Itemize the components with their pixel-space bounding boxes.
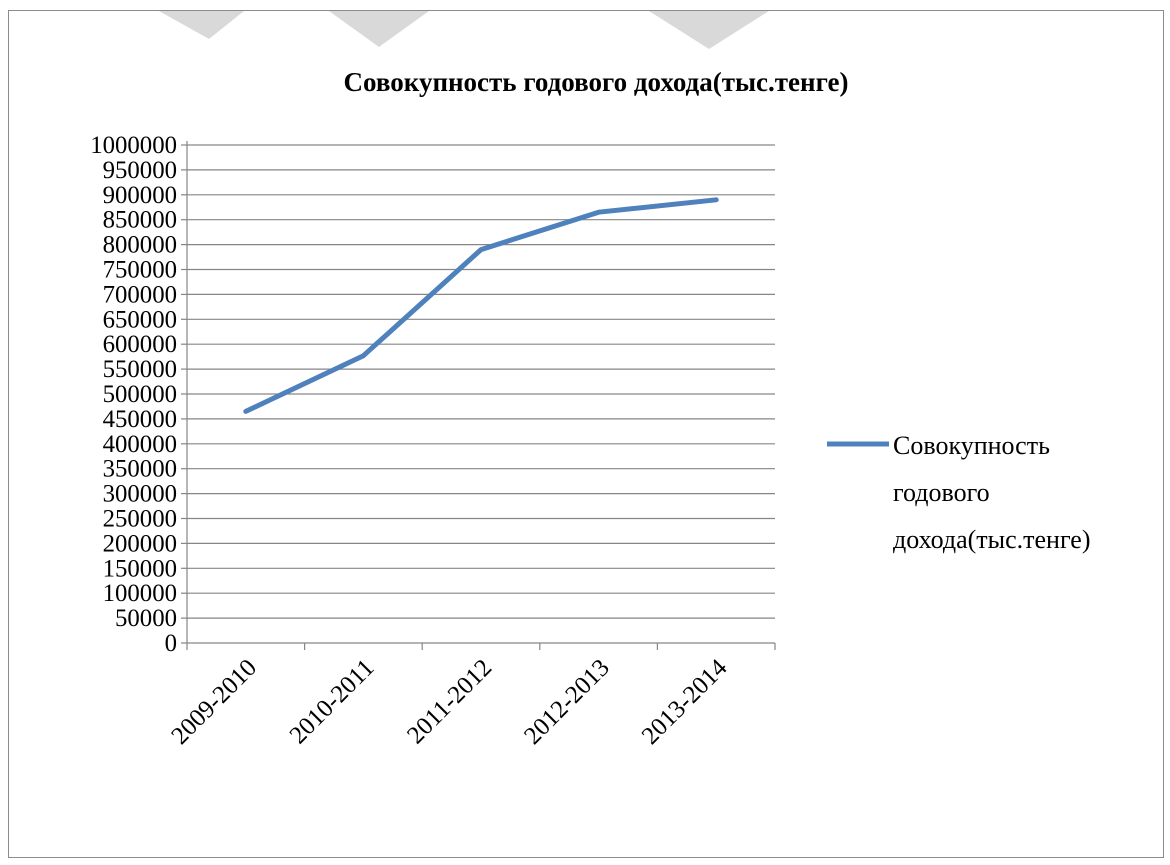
- y-tick-label: 1000000: [90, 132, 177, 159]
- x-axis-ticks: 2009-2010 2010-2011 2011-2012 2012-2013 2013…: [166, 654, 732, 750]
- y-tick-label: 600000: [103, 331, 177, 358]
- y-tick-label: 700000: [103, 281, 177, 308]
- y-tick-label: 750000: [103, 257, 177, 284]
- legend-label: дохода(тыс.тенге): [893, 525, 1090, 554]
- legend: Совокупность годового дохода(тыс.тенге): [827, 431, 1090, 554]
- y-tick-label: 850000: [103, 207, 177, 234]
- y-tick-label: 650000: [103, 306, 177, 333]
- y-tick-label: 150000: [103, 555, 177, 582]
- background-shape: [329, 11, 429, 47]
- x-tick-label: 2012-2013: [519, 654, 615, 750]
- y-tick-label: 50000: [115, 605, 177, 632]
- y-tick-label: 250000: [103, 506, 177, 533]
- y-tick-label: 500000: [103, 381, 177, 408]
- grid: [187, 144, 775, 619]
- y-axis-ticks: 0500001000001500002000002500003000003500…: [90, 132, 177, 657]
- y-tick-label: 200000: [103, 530, 177, 557]
- x-tick-label: 2013-2014: [637, 654, 733, 750]
- x-tick-label: 2009-2010: [166, 654, 262, 750]
- axes: [181, 141, 776, 650]
- series-line: [243, 197, 719, 414]
- x-tick-label: 2010-2011: [285, 654, 380, 749]
- background-shape: [649, 11, 769, 49]
- y-tick-label: 100000: [103, 580, 177, 607]
- y-tick-label: 900000: [103, 182, 177, 209]
- chart-title: Совокупность годового дохода(тыс.тенге): [344, 67, 849, 97]
- chart-frame: Совокупность годового дохода(тыс.тенге) …: [8, 10, 1164, 858]
- background-shapes: [159, 11, 769, 49]
- y-tick-label: 0: [165, 630, 177, 657]
- series: [243, 197, 719, 414]
- y-tick-label: 300000: [103, 481, 177, 508]
- x-tick-label: 2011-2012: [402, 654, 497, 749]
- legend-label: годового: [893, 478, 990, 507]
- y-tick-label: 400000: [103, 431, 177, 458]
- line-chart: Совокупность годового дохода(тыс.тенге) …: [90, 67, 1090, 750]
- y-tick-label: 450000: [103, 406, 177, 433]
- legend-label: Совокупность: [893, 431, 1050, 460]
- y-tick-label: 550000: [103, 356, 177, 383]
- background-shape: [159, 11, 244, 39]
- y-tick-label: 950000: [103, 157, 177, 184]
- y-tick-label: 350000: [103, 456, 177, 483]
- y-tick-label: 800000: [103, 232, 177, 259]
